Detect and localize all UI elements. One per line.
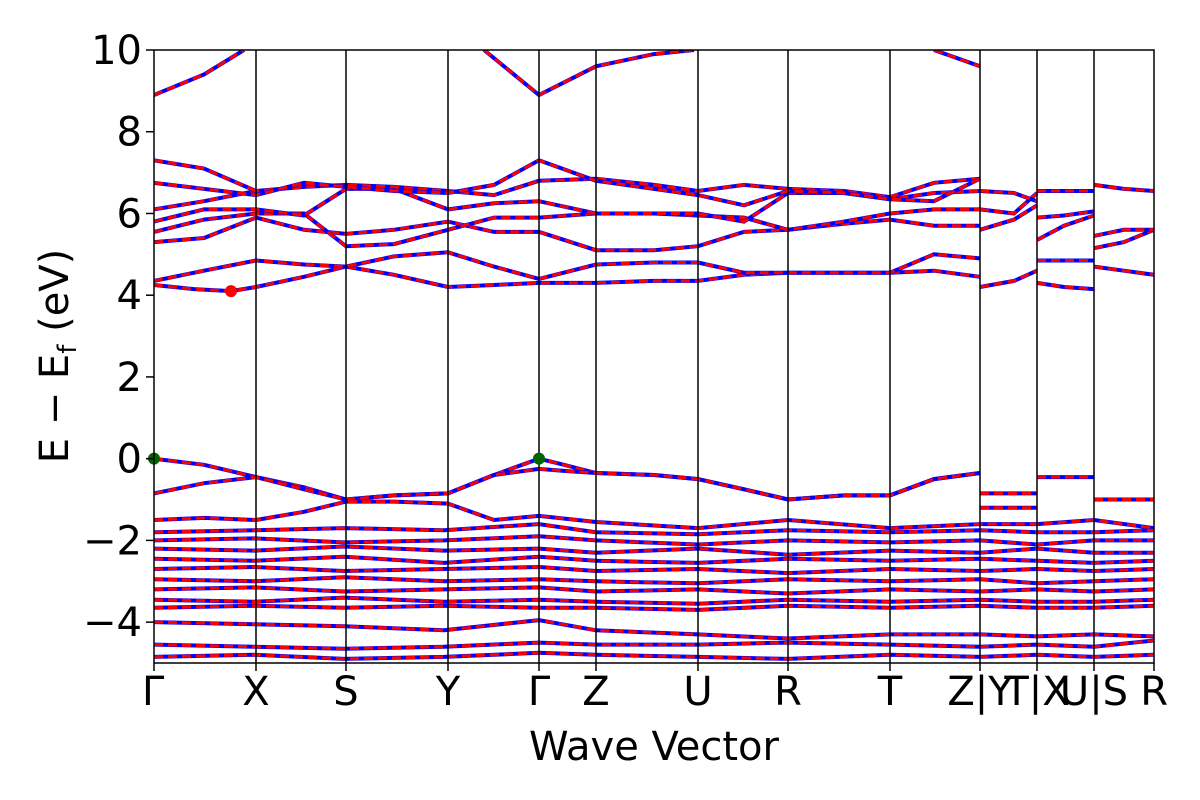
band-line-red (1093, 228, 1154, 250)
band-line-red (154, 500, 1154, 530)
vbm-2-marker (533, 452, 545, 465)
plot-frame (153, 49, 1155, 664)
band-line-red (154, 216, 980, 252)
band-line-red (979, 189, 1038, 203)
band-line-red (1036, 214, 1095, 242)
y-tick-label: 4 (117, 273, 142, 319)
y-axis-title: E − Ef (eV) (32, 249, 83, 464)
x-tick-label: Z (582, 669, 609, 715)
band-line-red (979, 269, 1038, 289)
x-tick-label: T (877, 669, 903, 715)
band-line-red (1093, 228, 1154, 238)
y-tick-label: 10 (91, 28, 142, 74)
band-line-red (933, 50, 981, 68)
x-tick-label: Y (435, 669, 461, 715)
x-axis-ticks: Γ X S Y Γ Z U R T Z|YT|XU|S R (142, 663, 1168, 715)
band-line-red (154, 158, 257, 193)
cbm-marker (225, 285, 237, 298)
x-tick-label: S (333, 669, 358, 715)
y-tick-label: −4 (83, 600, 142, 646)
x-tick-label: Z|Y (947, 669, 1013, 715)
x-tick-label: X (242, 669, 269, 715)
x-tick-label: T|X (1003, 669, 1069, 715)
x-axis-title: Wave Vector (529, 724, 780, 770)
y-axis-ticks: −4 −2 0 2 4 6 8 10 (83, 28, 154, 646)
x-tick-label: U (683, 669, 712, 715)
band-line-red (154, 467, 981, 502)
high-symmetry-lines (255, 50, 1095, 663)
band-line-red (979, 191, 1038, 216)
y-tick-label: 8 (117, 110, 142, 156)
y-tick-label: −2 (83, 518, 142, 564)
band-line-red (1093, 183, 1154, 193)
band-line-red (154, 50, 245, 97)
band-line-red (1036, 209, 1095, 220)
y-tick-label: 0 (117, 437, 142, 483)
x-tick-label: Γ (528, 669, 551, 715)
band-line-red (1093, 265, 1154, 277)
band-line-red (979, 204, 1038, 232)
band-line-red (154, 250, 981, 283)
x-tick-label: U|S (1060, 669, 1128, 715)
band-line-red (1036, 281, 1095, 291)
x-tick-label: Γ (142, 669, 165, 715)
x-tick-label: R (1140, 669, 1168, 715)
y-tick-label: 2 (117, 355, 142, 401)
x-tick-label: R (774, 669, 802, 715)
y-tick-label: 6 (117, 191, 142, 237)
band-line-red (154, 158, 981, 207)
